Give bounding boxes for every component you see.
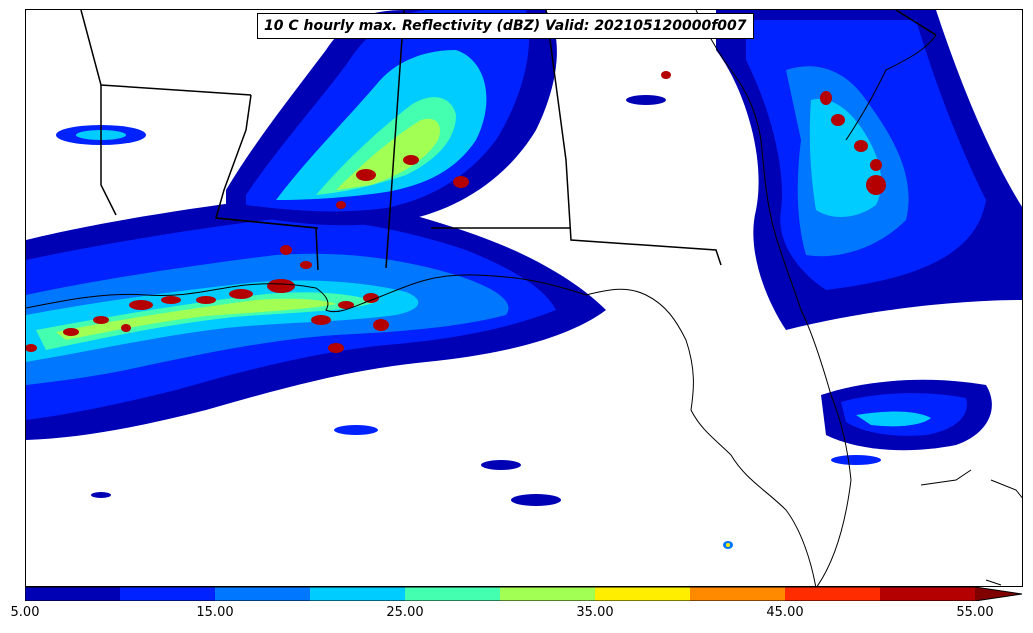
echo-cell [511,494,561,506]
echo-cell [91,492,111,498]
echo-cores [26,71,886,353]
colorbar-bin [595,587,690,601]
map-panel [25,9,1023,587]
echo-cyan [276,50,487,200]
gulf-coastline [26,274,817,586]
echo-cyan [809,99,882,217]
echo-cell [831,455,881,465]
colorbar-bin [310,587,405,601]
island-outline [990,479,1022,499]
reflectivity-map [26,10,1022,586]
state-border [545,10,722,266]
colorbar-tick-label: 15.00 [196,605,234,620]
colorbar-bin [25,587,120,601]
colorbar-bin [120,587,215,601]
state-border [215,94,319,271]
atlantic-coastline [695,10,852,586]
state-border [385,10,405,269]
colorbar [25,587,1023,601]
echo-cell [626,95,666,105]
island-outline [985,579,1002,586]
map-boundaries [80,10,937,271]
colorbar-tick-label: 35.00 [576,605,614,620]
colorbar-tick-label: 45.00 [766,605,804,620]
colorbar-extend-arrow [975,587,1022,601]
map-title: 10 C hourly max. Reflectivity (dBZ) Vali… [257,13,754,39]
colorbar-bin [690,587,785,601]
colorbar-tick-label: 25.00 [386,605,424,620]
colorbar-bin [500,587,595,601]
echo-yellow-green [56,298,336,340]
reflectivity-layer [26,10,1022,549]
island-outline [920,469,972,486]
echo-cyan [856,411,931,427]
state-border [100,85,117,216]
colorbar-tick-label: 5.00 [10,605,40,620]
state-border [80,10,252,96]
echo-cell [726,543,730,547]
colorbar-outline [25,587,1023,601]
colorbar-bin [785,587,880,601]
colorbar-tick-label: 55.00 [956,605,994,620]
echo-cell [334,425,378,435]
echo-cell [481,460,521,470]
state-border [895,10,937,36]
state-border [215,217,319,229]
coastline-detail [845,34,937,141]
colorbar-bin [880,587,975,601]
coastline [26,10,1022,586]
colorbar-bin [405,587,500,601]
colorbar-bin [215,587,310,601]
